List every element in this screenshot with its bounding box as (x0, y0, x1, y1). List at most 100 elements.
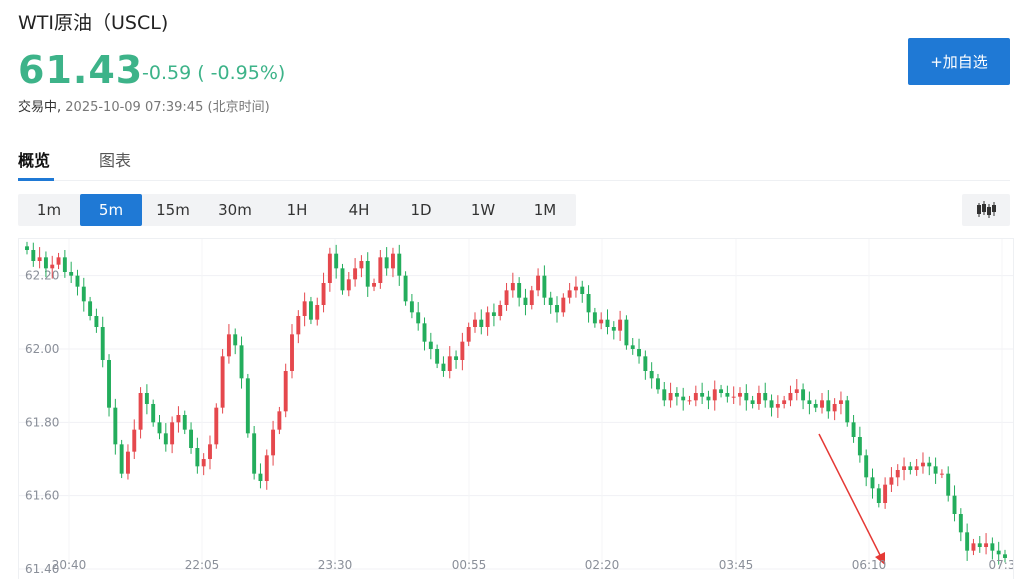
candle-body (902, 466, 907, 470)
candle-body (170, 422, 175, 445)
candle-body (681, 396, 686, 401)
candle-body (50, 264, 55, 269)
candle-body (895, 470, 900, 478)
candle-body (454, 356, 459, 360)
candle-body (258, 473, 263, 481)
interval-4h[interactable]: 4H (348, 201, 370, 219)
candlestick-icon (977, 201, 996, 218)
candle-body (283, 371, 288, 412)
x-tick-label: 22:05 (185, 558, 220, 572)
tab-bar: 概览 图表 (18, 140, 1010, 181)
candle-body (719, 389, 724, 393)
candle-body (555, 305, 559, 313)
candle-body (643, 356, 648, 371)
candle-body (996, 550, 1001, 555)
candle-body (69, 272, 74, 276)
candle-body (662, 389, 667, 401)
candle-body (832, 404, 837, 412)
price-chart[interactable]: 62.20 62.00 61.80 61.60 61.40 20:40 22:05 23:30… (18, 238, 1015, 579)
candle-body (239, 345, 244, 379)
interval-30m[interactable]: 30m (218, 201, 252, 219)
y-tick-label: 61.60 (25, 489, 59, 503)
candle-body (176, 415, 181, 423)
interval-5m[interactable]: 5m (80, 194, 142, 226)
candle-body (857, 437, 862, 456)
candle-body (914, 466, 919, 470)
candle-body (182, 415, 187, 430)
active-tab-indicator (18, 178, 54, 181)
candle-body (75, 275, 80, 287)
candle-body (100, 327, 105, 360)
candle-body (498, 305, 503, 316)
candle-body (189, 429, 194, 448)
candle-body (416, 312, 421, 324)
candle-body (908, 466, 913, 470)
candle-body (529, 290, 534, 305)
interval-1d[interactable]: 1D (410, 201, 432, 219)
candle-body (151, 404, 156, 423)
candle-body (820, 400, 824, 408)
x-tick-label: 23:30 (318, 558, 353, 572)
tab-chart[interactable]: 图表 (99, 151, 132, 170)
interval-1h[interactable]: 1H (286, 201, 308, 219)
candle-body (542, 275, 547, 298)
candle-body (984, 543, 989, 547)
candle-body (725, 393, 730, 397)
candle-body (864, 455, 869, 478)
x-tick-label: 00:55 (452, 558, 487, 572)
candle-body (290, 334, 294, 371)
candle-body (233, 334, 238, 346)
candle-body (706, 396, 711, 401)
candle-body (618, 319, 623, 331)
x-tick-label: 03:45 (719, 558, 754, 572)
candle-body (340, 268, 345, 291)
candle-body (119, 444, 124, 474)
candle-body (346, 279, 351, 291)
candle-body (25, 246, 29, 250)
candle-body (946, 473, 951, 496)
candle-body (510, 283, 515, 291)
tab-overview[interactable]: 概览 (18, 151, 51, 170)
candle-body (933, 466, 938, 474)
candle-body (782, 400, 787, 404)
candle-body (302, 301, 307, 316)
candle-body (81, 286, 86, 302)
interval-1mo[interactable]: 1M (533, 201, 557, 219)
interval-1m[interactable]: 1m (36, 201, 62, 219)
candle-body (630, 345, 635, 349)
candle-body (813, 404, 818, 408)
y-tick-label: 61.40 (25, 562, 59, 576)
candle-body (138, 393, 143, 430)
interval-1w[interactable]: 1W (470, 201, 496, 219)
candle-body (296, 316, 301, 335)
x-tick-label: 07:3 (989, 558, 1013, 572)
candle-body (838, 400, 843, 404)
chart-type-button[interactable] (962, 194, 1010, 226)
candle-body (523, 297, 528, 305)
candle-body (939, 473, 944, 475)
candle-body (889, 477, 894, 485)
candle-body (592, 312, 597, 324)
candle-body (763, 393, 768, 401)
candle-body (88, 301, 93, 316)
candle-body (1003, 554, 1007, 558)
candle-body (851, 422, 856, 437)
candle-body (775, 404, 780, 408)
status-label: 交易中, (18, 100, 62, 115)
interval-15m[interactable]: 15m (156, 201, 190, 219)
add-watchlist-button[interactable]: +加自选 (908, 38, 1010, 85)
candle-body (769, 400, 774, 408)
candle-body (548, 297, 553, 305)
candle-body (466, 327, 471, 342)
candle-body (435, 349, 440, 364)
candle-body (656, 378, 660, 390)
candle-body (567, 290, 572, 298)
candle-body (201, 459, 206, 467)
candle-body (668, 393, 673, 401)
candle-body (460, 341, 465, 360)
candle-body (965, 532, 970, 551)
last-price: 61.43 (18, 48, 144, 92)
candle-body (788, 393, 793, 401)
candle-body (479, 319, 484, 327)
